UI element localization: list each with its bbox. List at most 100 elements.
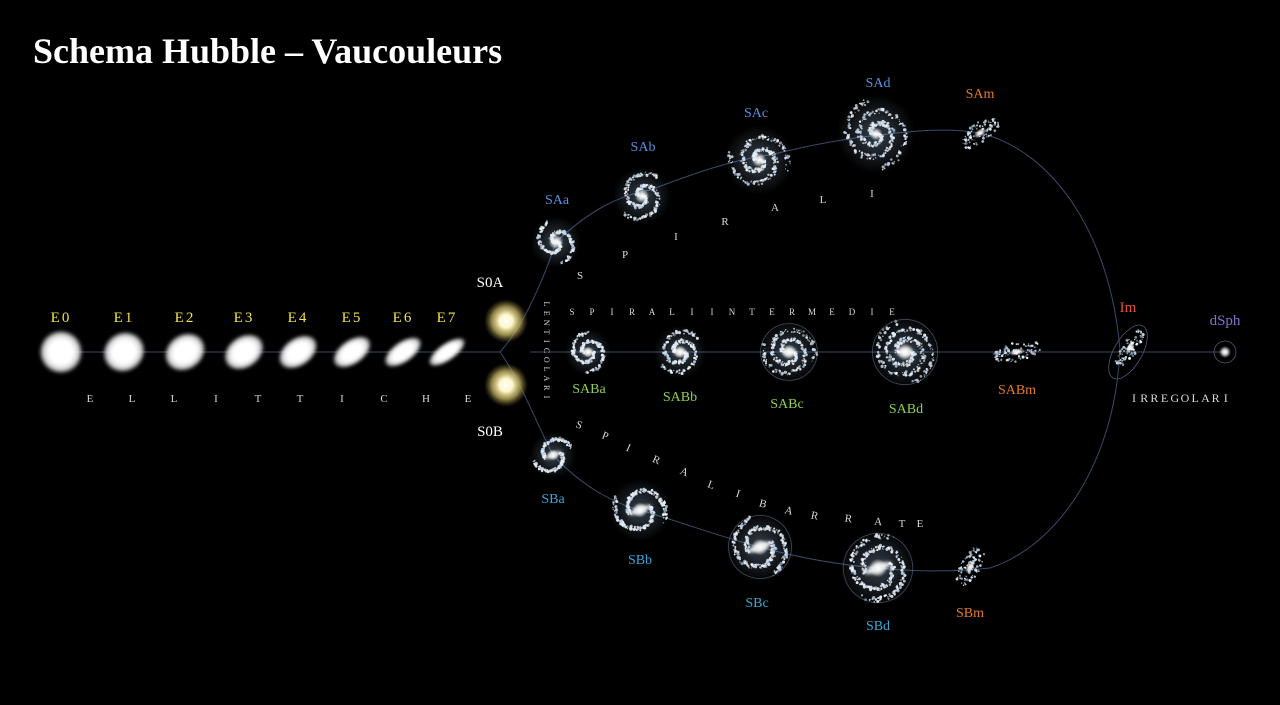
- barred-label-sbd: SBd: [866, 619, 890, 634]
- group-label-irregolari-letter: O: [1181, 391, 1190, 405]
- intermediate-galaxy-sabm: [993, 341, 1041, 363]
- group-label-spirali-barrate-letter: R: [844, 513, 854, 526]
- group-label-spirali-letter: A: [771, 202, 779, 214]
- barred-galaxy-sbm: [955, 547, 986, 586]
- barred-galaxy-sbd: [840, 530, 916, 606]
- group-label-ellittiche-letter: E: [465, 393, 472, 405]
- group-label-irregolari-letter: G: [1170, 391, 1179, 405]
- dwarf-galaxy-dsph-outline: [1213, 340, 1237, 364]
- group-label-irregolari-letter: L: [1192, 391, 1199, 405]
- group-label-spirali-letter: I: [674, 231, 678, 243]
- lenticular-label-lower: S0B: [477, 424, 503, 440]
- lenticular-group: S0A S0B: [477, 275, 528, 440]
- group-label-lenticolari-letter: O: [542, 357, 551, 363]
- group-label-lenticolari-letter: E: [542, 311, 551, 316]
- lenticular-galaxy-s0b: [484, 363, 528, 407]
- group-label-spirali-intermedie-letter: T: [749, 307, 755, 317]
- irregular-galaxy-im-outline: [1108, 324, 1148, 380]
- group-label-spirali-barrate-letter: R: [810, 509, 820, 522]
- group-label-spirali-barrate-letter: S: [574, 418, 584, 431]
- group-label-spirali: S P I R A L I: [577, 188, 874, 282]
- elliptical-label-e4: E4: [288, 310, 309, 326]
- group-label-ellittiche-letter: L: [129, 393, 136, 405]
- group-label-ellittiche-letter: C: [380, 393, 387, 405]
- intermediate-label-sabb: SABb: [663, 390, 697, 405]
- group-label-spirali-intermedie-letter: I: [711, 307, 714, 317]
- intermediate-galaxy-saba: [565, 329, 611, 375]
- elliptical-galaxy-e1: [102, 331, 146, 373]
- intermediate-galaxy-sabd: [869, 316, 941, 388]
- intermediate-label-saba: SABa: [572, 382, 606, 397]
- group-label-spirali-barrate-letter: A: [783, 504, 794, 518]
- intermediate-group: SABa SABb SABc SABd SABm: [565, 316, 1041, 417]
- irregular-label-im: Im: [1120, 300, 1137, 316]
- group-label-lenticolari-letter: I: [542, 340, 551, 343]
- group-label-spirali-letter: I: [870, 188, 874, 200]
- barred-label-sbb: SBb: [628, 553, 652, 568]
- group-label-spirali-barrate-letter: P: [600, 430, 610, 443]
- irregular-galaxy-im: [1114, 328, 1145, 367]
- barred-label-sbm: SBm: [956, 606, 984, 621]
- group-label-spirali-intermedie-letter: I: [871, 307, 874, 317]
- group-label-spirali-intermedie-letter: I: [691, 307, 694, 317]
- group-label-spirali-barrate-letter: T: [899, 518, 906, 530]
- group-label-lenticolari-letter: C: [542, 348, 551, 353]
- group-label-spirali-intermedie-letter: E: [769, 307, 775, 317]
- elliptical-label-e0: E0: [51, 310, 72, 326]
- group-label-lenticolari-letter: R: [542, 385, 551, 391]
- group-label-spirali-intermedie-letter: S: [569, 307, 574, 317]
- group-label-ellittiche-letter: H: [422, 393, 430, 405]
- elliptical-label-e7: E7: [437, 310, 458, 326]
- barred-label-sbc: SBc: [745, 596, 768, 611]
- group-label-spirali-barrate-letter: L: [706, 478, 717, 492]
- group-label-ellittiche-letter: I: [214, 393, 218, 405]
- group-label-spirali-intermedie-letter: M: [808, 307, 816, 317]
- spiral-label-sam: SAm: [966, 87, 995, 102]
- group-label-irregolari-letter: I: [1224, 391, 1228, 405]
- group-label-ellittiche-letter: I: [340, 393, 344, 405]
- group-label-spirali-intermedie-letter: E: [829, 307, 835, 317]
- irregular-group: Im dSph: [1108, 300, 1241, 380]
- elliptical-label-e5: E5: [342, 310, 363, 326]
- group-label-spirali-intermedie-letter: R: [789, 307, 795, 317]
- barred-label-sba: SBa: [541, 492, 565, 507]
- elliptical-label-e6: E6: [393, 310, 414, 326]
- elliptical-galaxy-e7: [428, 337, 466, 367]
- barred-group: SBa SBb SBc SBd SBm: [530, 432, 986, 634]
- group-label-irregolari-letter: R: [1140, 391, 1148, 405]
- group-label-spirali-intermedie-letter: R: [629, 307, 635, 317]
- elliptical-label-e2: E2: [175, 310, 196, 326]
- group-label-spirali-barrate-letter: I: [624, 442, 633, 455]
- group-label-lenticolari-letter: I: [542, 396, 551, 399]
- spiral-galaxy-sad: [836, 94, 916, 174]
- lenticular-label-upper: S0A: [477, 275, 504, 291]
- group-label-spirali-barrate-letter: A: [874, 516, 883, 529]
- elliptical-galaxy-e4: [278, 334, 318, 370]
- elliptical-galaxy-e3: [223, 333, 265, 371]
- spiral-galaxy-saa: [530, 216, 582, 268]
- group-label-spirali-barrate-letter: A: [678, 465, 690, 479]
- intermediate-label-sabm: SABm: [998, 383, 1036, 398]
- lenticular-galaxy-s0a: [484, 299, 528, 343]
- group-label-spirali-barrate-letter: R: [650, 453, 662, 467]
- spiral-label-sad: SAd: [866, 76, 891, 91]
- irregular-label-dsph: dSph: [1210, 313, 1241, 329]
- group-label-irregolari-letter: I: [1132, 391, 1136, 405]
- barred-galaxy-sbc: [725, 512, 795, 582]
- elliptical-label-e1: E1: [114, 310, 135, 326]
- group-label-ellittiche-letter: E: [87, 393, 94, 405]
- group-label-spirali-letter: S: [577, 270, 583, 282]
- spiral-label-saa: SAa: [545, 193, 570, 208]
- spiral-label-sac: SAc: [744, 106, 768, 121]
- elliptical-label-e3: E3: [234, 310, 255, 326]
- group-label-spirali-barrate-letter: B: [758, 497, 768, 511]
- group-label-lenticolari-letter: A: [542, 376, 551, 382]
- group-label-ellittiche-letter: T: [297, 393, 304, 405]
- group-label-spirali-barrate-letter: E: [917, 518, 924, 530]
- intermediate-galaxy-sabb: [653, 325, 707, 379]
- barred-galaxy-sbb: [608, 478, 672, 542]
